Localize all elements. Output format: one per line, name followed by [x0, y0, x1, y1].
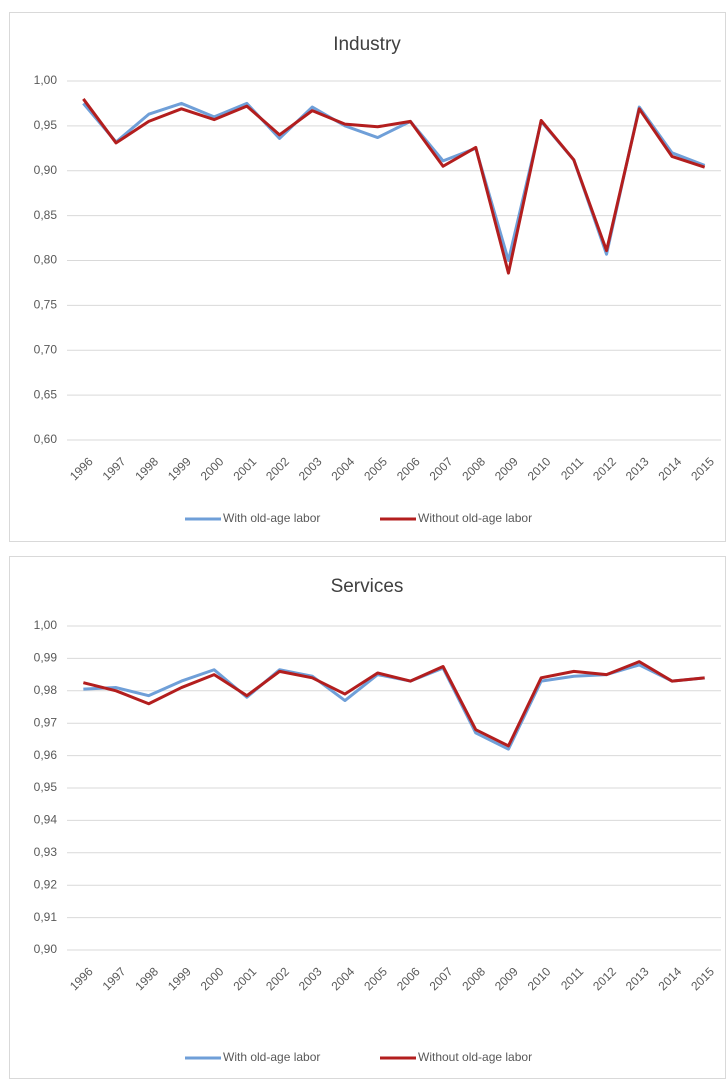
series-line [82, 98, 706, 275]
y-tick-label: 0,91 [34, 910, 58, 924]
legend-label: Without old-age labor [418, 511, 532, 525]
y-tick-label: 0,60 [34, 432, 58, 446]
y-tick-label: 0,93 [34, 845, 58, 859]
series-line [82, 660, 705, 748]
chart-frame [9, 12, 726, 542]
chart-title: Industry [333, 34, 401, 55]
y-tick-label: 0,92 [34, 877, 58, 891]
y-tick-label: 0,90 [34, 163, 58, 177]
y-tick-label: 0,80 [34, 253, 58, 267]
chart-frame [9, 556, 726, 1079]
y-tick-label: 0,95 [34, 118, 58, 132]
y-tick-label: 0,75 [34, 298, 58, 312]
y-tick-label: 0,65 [34, 387, 58, 401]
y-tick-label: 1,00 [34, 618, 58, 632]
y-tick-label: 0,70 [34, 342, 58, 356]
legend-label: With old-age labor [223, 1050, 320, 1064]
y-tick-label: 1,00 [34, 73, 58, 87]
legend-label: Without old-age labor [418, 1050, 532, 1064]
y-tick-label: 0,94 [34, 813, 58, 827]
legend-label: With old-age labor [223, 511, 320, 525]
y-tick-label: 0,98 [34, 683, 58, 697]
chart-title: Services [331, 576, 404, 597]
y-tick-label: 0,95 [34, 780, 58, 794]
y-tick-label: 0,90 [34, 942, 58, 956]
y-tick-label: 0,96 [34, 748, 58, 762]
y-tick-label: 0,85 [34, 208, 58, 222]
y-tick-label: 0,99 [34, 651, 58, 665]
y-tick-label: 0,97 [34, 715, 58, 729]
